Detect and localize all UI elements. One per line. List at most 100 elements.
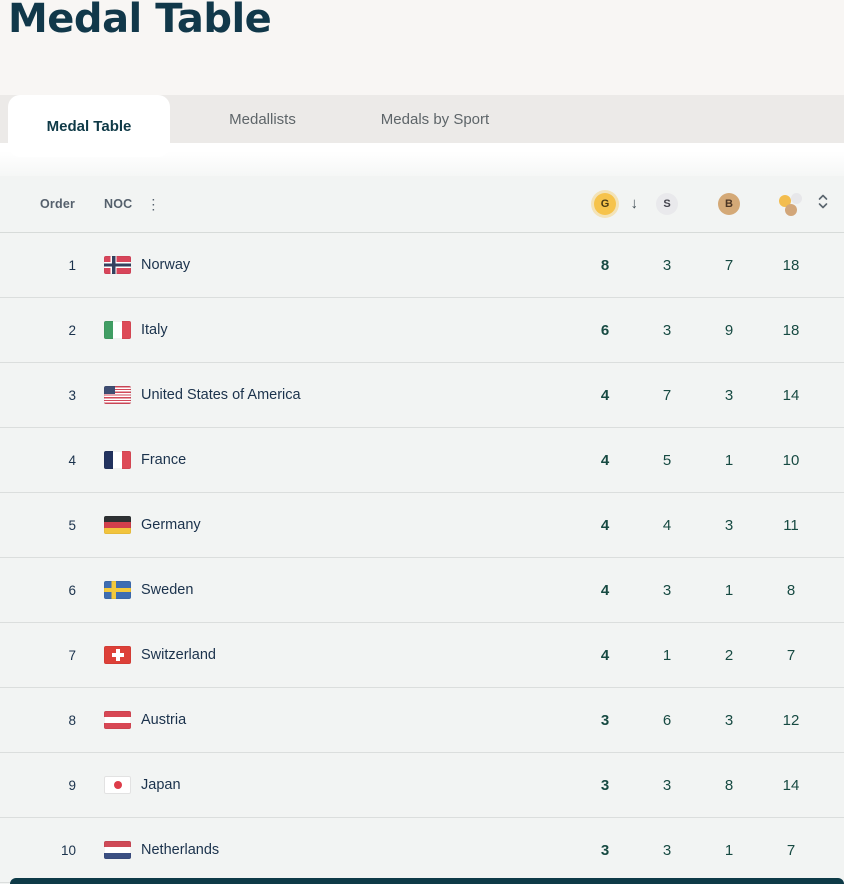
total-count: 18 [782, 321, 800, 339]
flag-switzerland-icon [104, 646, 131, 664]
silver-column-header: S [638, 193, 696, 216]
noc-menu-kebab-icon[interactable]: ⋮ [146, 196, 161, 212]
noc-cell: Italy [76, 321, 576, 339]
table-row: 8 Austria 3 6 3 12 [0, 688, 844, 753]
noc-name: Germany [141, 517, 201, 533]
silver-count: 5 [662, 451, 672, 469]
silver-count: 6 [662, 711, 672, 729]
table-body: 1 Norway 8 3 7 18 2 Italy 6 3 9 18 3 United States of… [0, 233, 844, 883]
order-cell: 1 [68, 257, 76, 273]
flag-france-icon [104, 451, 131, 469]
noc-column-label: NOC [104, 197, 133, 211]
flag-austria-icon [104, 711, 131, 729]
flag-italy-icon [104, 321, 131, 339]
flag-united-states-of-america-icon [104, 386, 131, 404]
noc-cell: United States of America [76, 386, 576, 404]
gold-count: 4 [600, 386, 610, 404]
gold-count: 4 [600, 646, 610, 664]
gold-count: 3 [600, 711, 610, 729]
noc-name: France [141, 452, 187, 468]
flag-japan-icon [104, 776, 131, 794]
total-count: 12 [782, 711, 800, 729]
bronze-count: 3 [724, 516, 734, 534]
total-count: 7 [786, 646, 796, 664]
bronze-count: 8 [724, 776, 734, 794]
medal-table: Order NOC ⋮ G ↓ S B [0, 176, 844, 884]
table-row: 6 Sweden 4 3 1 8 [0, 558, 844, 623]
table-row: 10 Netherlands 3 3 1 7 [0, 818, 844, 883]
noc-cell: Netherlands [76, 841, 576, 859]
noc-name: Italy [141, 322, 168, 338]
table-row: 9 Japan 3 3 8 14 [0, 753, 844, 818]
bronze-count: 3 [724, 386, 734, 404]
bronze-count: 1 [724, 581, 734, 599]
bronze-count: 3 [724, 711, 734, 729]
silver-count: 3 [662, 256, 672, 274]
flag-netherlands-icon [104, 841, 131, 859]
table-row: 7 Switzerland 4 1 2 7 [0, 623, 844, 688]
noc-cell: Switzerland [76, 646, 576, 664]
gold-count: 4 [600, 451, 610, 469]
total-column-header [762, 192, 828, 216]
bronze-count: 7 [724, 256, 734, 274]
silver-count: 3 [662, 776, 672, 794]
bronze-count: 2 [724, 646, 734, 664]
bronze-column-header: B [700, 193, 758, 216]
gold-count: 8 [600, 256, 610, 274]
tab-medal-table[interactable]: Medal Table [8, 95, 170, 157]
bronze-count: 9 [724, 321, 734, 339]
silver-count: 3 [662, 581, 672, 599]
order-cell: 4 [68, 452, 76, 468]
order-cell: 7 [68, 647, 76, 663]
order-cell: 9 [68, 777, 76, 793]
gold-count: 4 [600, 516, 610, 534]
sort-desc-arrow-icon[interactable]: ↓ [630, 195, 639, 213]
gold-count: 6 [600, 321, 610, 339]
silver-count: 1 [662, 646, 672, 664]
silver-count: 3 [662, 841, 672, 859]
order-cell: 2 [68, 322, 76, 338]
noc-column-header: NOC ⋮ [76, 197, 576, 211]
total-count: 14 [782, 776, 800, 794]
total-count: 10 [782, 451, 800, 469]
gold-count: 3 [600, 841, 610, 859]
silver-medal-icon[interactable]: S [656, 193, 678, 215]
total-medals-icon[interactable] [778, 192, 804, 216]
noc-name: Switzerland [141, 647, 216, 663]
table-row: 4 France 4 5 1 10 [0, 428, 844, 493]
silver-count: 7 [662, 386, 672, 404]
noc-name: Norway [141, 257, 191, 273]
silver-count: 3 [662, 321, 672, 339]
total-count: 8 [786, 581, 796, 599]
page-title: Medal Table [8, 0, 272, 42]
noc-cell: France [76, 451, 576, 469]
order-cell: 8 [68, 712, 76, 728]
order-cell: 5 [68, 517, 76, 533]
noc-name: United States of America [141, 387, 301, 403]
bronze-count: 1 [724, 451, 734, 469]
order-cell: 6 [68, 582, 76, 598]
total-count: 14 [782, 386, 800, 404]
tab-medals-by-sport[interactable]: Medals by Sport [380, 110, 490, 128]
gold-medal-icon[interactable]: G [594, 193, 616, 215]
next-section-edge [10, 878, 844, 884]
sort-toggle-icon[interactable] [818, 194, 828, 214]
tab-bar: Medal Table Medallists Medals by Sport [0, 95, 844, 157]
noc-cell: Sweden [76, 581, 576, 599]
silver-count: 4 [662, 516, 672, 534]
table-row: 3 United States of America 4 7 3 14 [0, 363, 844, 428]
total-count: 11 [783, 516, 799, 534]
bronze-count: 1 [724, 841, 734, 859]
table-row: 5 Germany 4 4 3 11 [0, 493, 844, 558]
tab-medallists[interactable]: Medallists [229, 110, 296, 128]
table-header-row: Order NOC ⋮ G ↓ S B [0, 176, 844, 233]
total-count: 7 [786, 841, 796, 859]
noc-cell: Austria [76, 711, 576, 729]
noc-cell: Germany [76, 516, 576, 534]
flag-norway-icon [104, 256, 131, 274]
noc-name: Sweden [141, 582, 194, 598]
noc-name: Netherlands [141, 842, 220, 858]
table-row: 1 Norway 8 3 7 18 [0, 233, 844, 298]
bronze-medal-icon[interactable]: B [718, 193, 740, 215]
